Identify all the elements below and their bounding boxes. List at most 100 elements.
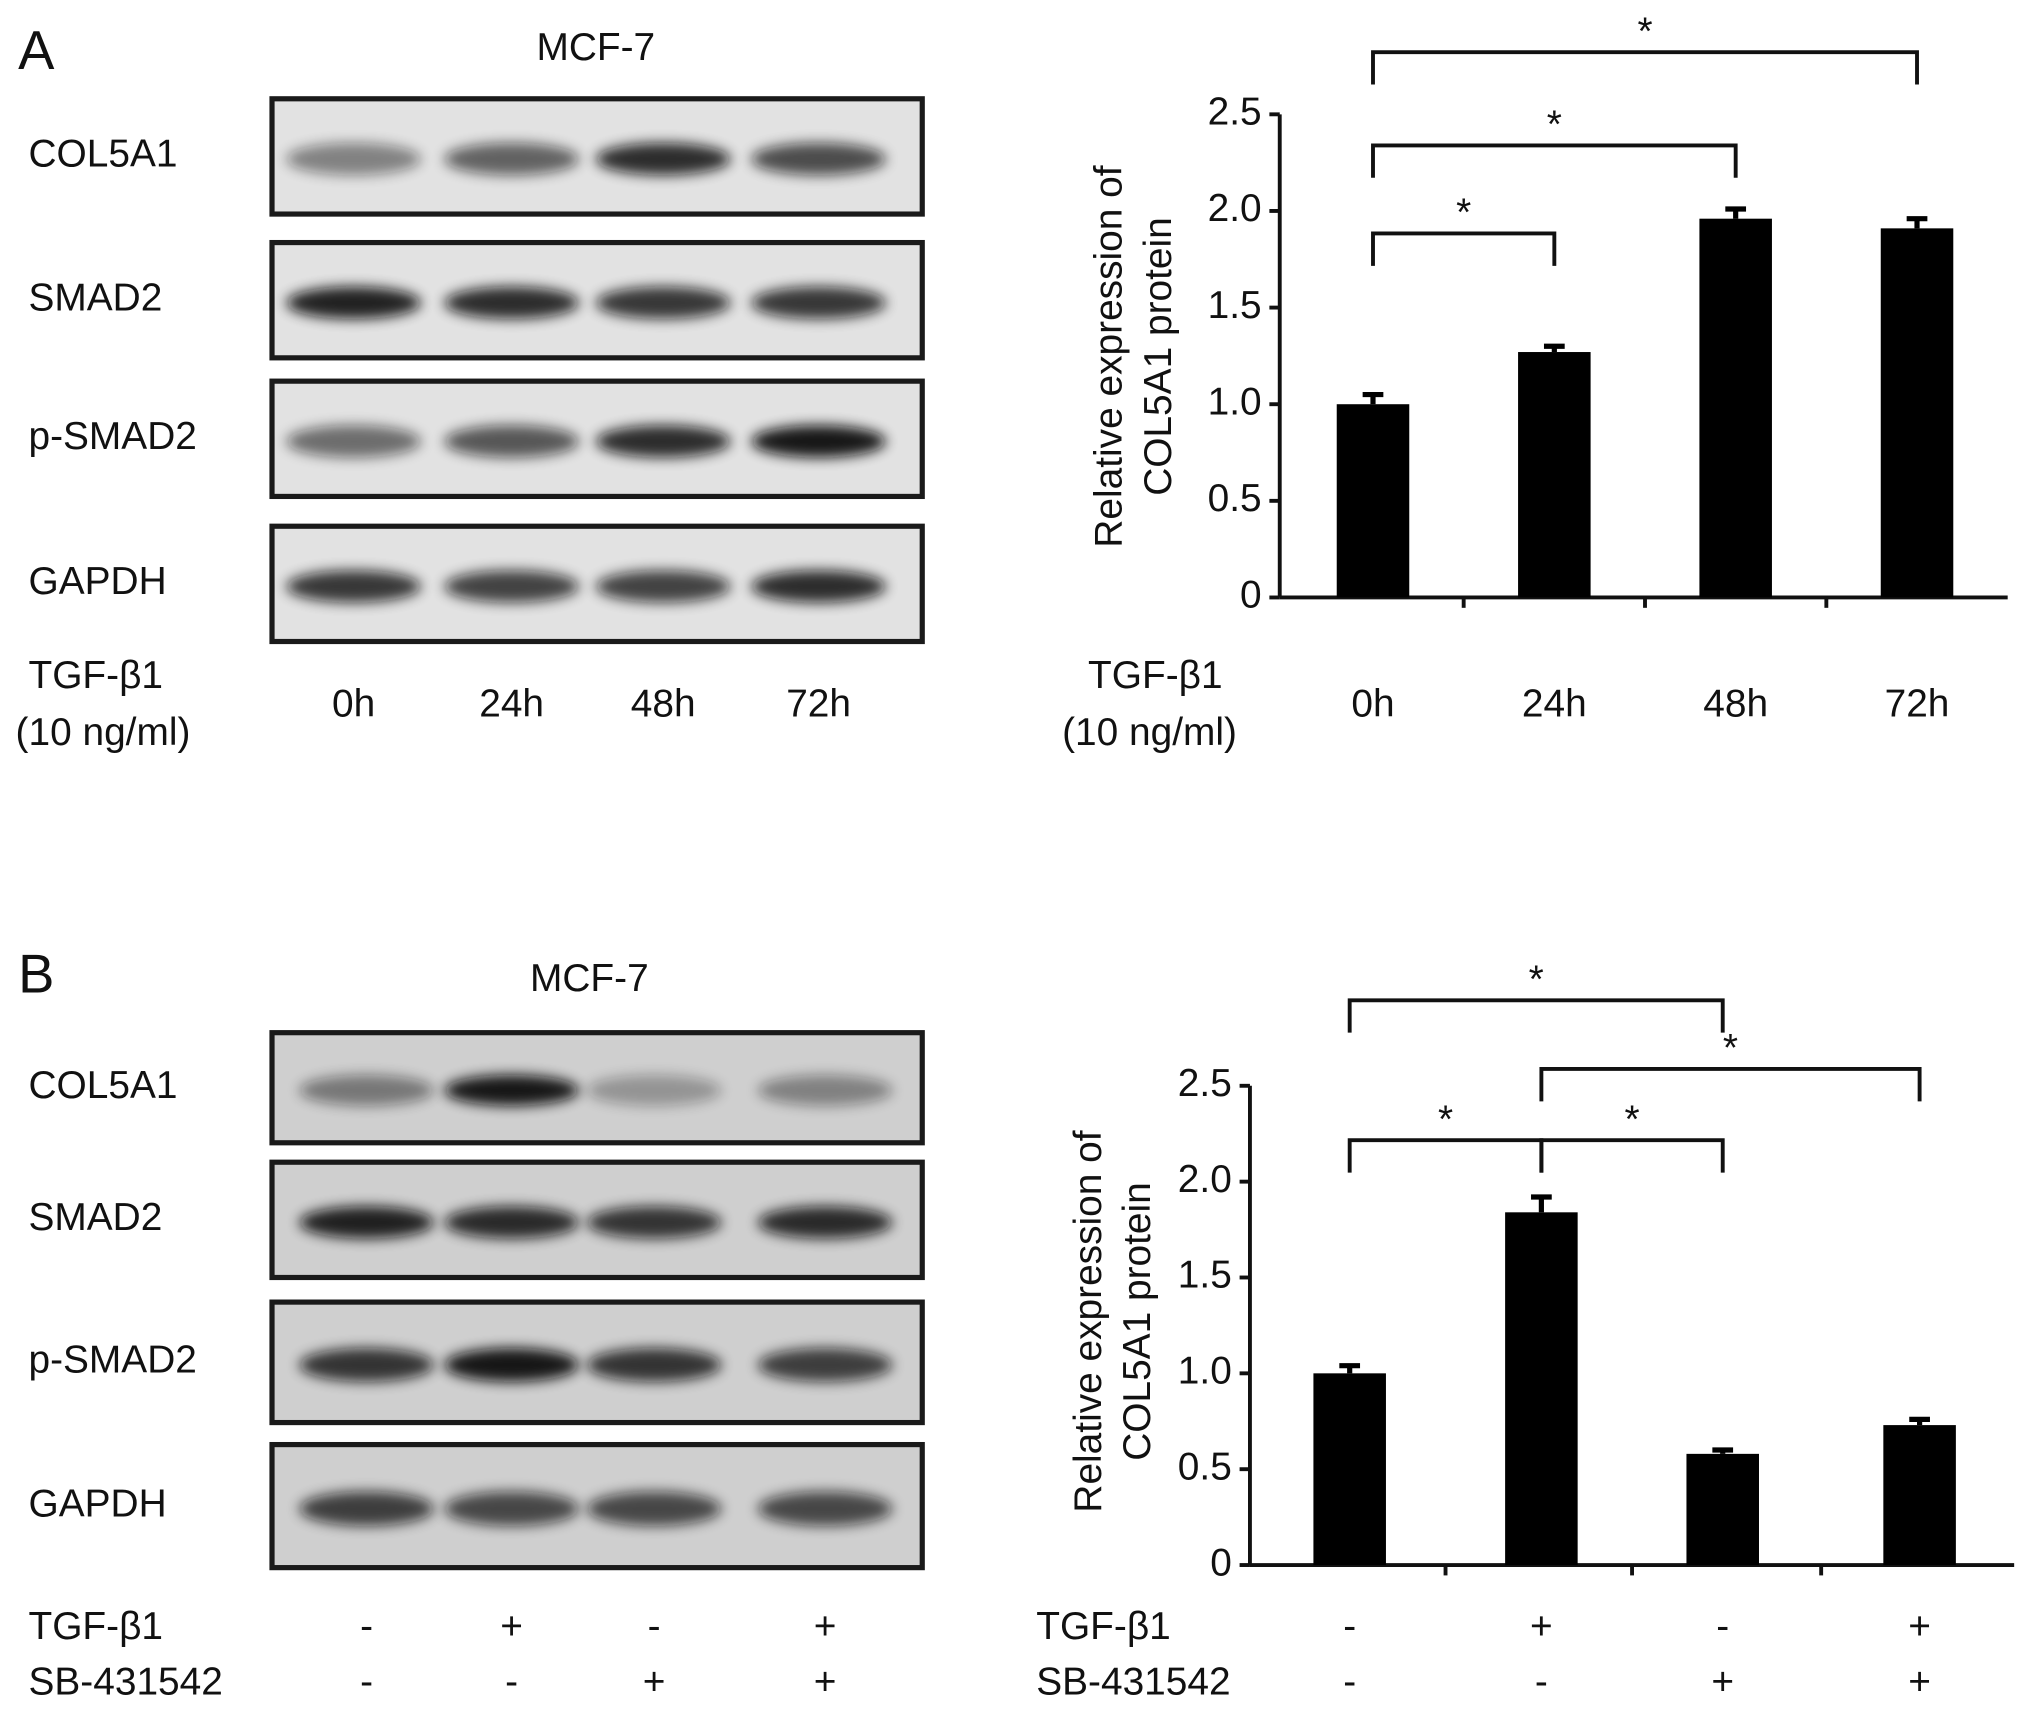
significance-bracket xyxy=(1347,1138,1544,1173)
y-tick-label: 2.5 xyxy=(1178,1062,1232,1105)
blot-band xyxy=(299,1206,434,1239)
significance-bracket xyxy=(1371,50,1919,85)
condition-note: (10 ng/ml) xyxy=(16,711,191,754)
condition-label: - xyxy=(360,1605,373,1648)
condition-note: (10 ng/ml) xyxy=(1062,711,1237,754)
condition-label: + xyxy=(1908,1605,1931,1648)
blot-band xyxy=(757,1491,893,1526)
condition-label: + xyxy=(814,1605,837,1648)
significance-bracket xyxy=(1371,231,1557,266)
significance-bracket xyxy=(1539,1067,1922,1102)
significance-bracket xyxy=(1347,998,1725,1033)
significance-star: * xyxy=(1456,192,1471,235)
blot-band xyxy=(757,1074,893,1106)
blot-band xyxy=(286,570,421,603)
condition-label: 72h xyxy=(786,683,851,726)
condition-label: - xyxy=(1343,1605,1356,1648)
blot-band xyxy=(299,1348,434,1382)
blot-band xyxy=(444,1348,579,1382)
bar xyxy=(1686,1453,1759,1566)
y-tick-label: 1.5 xyxy=(1208,284,1262,327)
significance-bracket xyxy=(1539,1138,1725,1173)
blot-band xyxy=(595,425,731,458)
y-tick-label: 0 xyxy=(1240,574,1262,617)
blot-band xyxy=(751,286,886,319)
blot-band xyxy=(586,1491,722,1526)
bar xyxy=(1313,1373,1386,1566)
y-tick-label: 0 xyxy=(1210,1541,1232,1584)
condition-name: SB-431542 xyxy=(1036,1660,1230,1703)
condition-label: - xyxy=(648,1605,661,1648)
blot-band xyxy=(286,425,421,458)
blot-row-label: SMAD2 xyxy=(28,276,162,319)
blot-band xyxy=(444,1074,579,1106)
condition-label: + xyxy=(1908,1660,1931,1703)
condition-label: 24h xyxy=(479,683,544,726)
blot-band xyxy=(595,286,731,319)
blot-band xyxy=(586,1348,722,1382)
condition-name: TGF-β1 xyxy=(28,1605,163,1648)
blot-band xyxy=(595,570,731,603)
blot-band xyxy=(751,425,886,458)
y-axis-label: COL5A1 protein xyxy=(1116,1182,1159,1461)
y-tick-label: 1.0 xyxy=(1178,1350,1232,1393)
y-tick-label: 1.5 xyxy=(1178,1254,1232,1297)
blot-title: MCF-7 xyxy=(530,957,649,1000)
blot-row-label: p-SMAD2 xyxy=(28,415,196,458)
blot-band xyxy=(586,1074,722,1106)
y-axis-label: Relative expression of xyxy=(1067,1130,1110,1512)
condition-label: + xyxy=(1530,1605,1553,1648)
bar xyxy=(1505,1212,1578,1566)
condition-label: 72h xyxy=(1885,683,1950,726)
blot-row-label: COL5A1 xyxy=(28,1064,177,1107)
condition-label: 48h xyxy=(1703,683,1768,726)
condition-label: - xyxy=(1716,1605,1729,1648)
condition-label: - xyxy=(1535,1660,1548,1703)
blot-title: MCF-7 xyxy=(536,26,655,69)
condition-label: 48h xyxy=(631,683,696,726)
condition-label: - xyxy=(360,1660,373,1703)
condition-label: 0h xyxy=(332,683,375,726)
blot-band xyxy=(444,142,579,176)
bar xyxy=(1699,218,1772,598)
condition-label: - xyxy=(505,1660,518,1703)
blot-row-label: SMAD2 xyxy=(28,1196,162,1239)
y-tick-label: 0.5 xyxy=(1208,477,1262,520)
condition-name: TGF-β1 xyxy=(1036,1605,1171,1648)
y-axis-label: Relative expression of xyxy=(1088,165,1131,547)
blot-row-label: COL5A1 xyxy=(28,133,177,176)
bar xyxy=(1336,404,1410,598)
blot-band xyxy=(751,142,886,176)
condition-label: 0h xyxy=(1351,683,1394,726)
bar xyxy=(1518,352,1591,598)
y-tick-label: 2.0 xyxy=(1178,1158,1232,1201)
y-tick-label: 2.5 xyxy=(1208,91,1262,134)
significance-star: * xyxy=(1547,104,1562,147)
significance-star: * xyxy=(1529,958,1544,1001)
condition-name: TGF-β1 xyxy=(1088,654,1223,697)
blot-band xyxy=(444,1491,579,1526)
blot-band xyxy=(286,286,421,319)
y-tick-label: 2.0 xyxy=(1208,187,1262,230)
blot-band xyxy=(299,1491,434,1526)
blot-band xyxy=(286,142,421,176)
panel-letter: B xyxy=(18,944,54,1005)
blot-band xyxy=(751,570,886,603)
blot-row-label: GAPDH xyxy=(28,1482,166,1525)
blot-row-label: p-SMAD2 xyxy=(28,1339,196,1382)
blot-band xyxy=(444,286,579,319)
blot-band xyxy=(444,1206,579,1239)
condition-name: TGF-β1 xyxy=(28,654,163,697)
blot-band xyxy=(444,570,579,603)
blot-band xyxy=(444,425,579,458)
condition-label: + xyxy=(814,1660,837,1703)
blot-band xyxy=(299,1074,434,1106)
significance-star: * xyxy=(1723,1027,1738,1070)
blot-band xyxy=(595,142,731,176)
blot-row-label: GAPDH xyxy=(28,560,166,603)
significance-star: * xyxy=(1438,1098,1453,1141)
condition-label: + xyxy=(643,1660,666,1703)
y-tick-label: 0.5 xyxy=(1178,1445,1232,1488)
bar xyxy=(1880,228,1954,598)
